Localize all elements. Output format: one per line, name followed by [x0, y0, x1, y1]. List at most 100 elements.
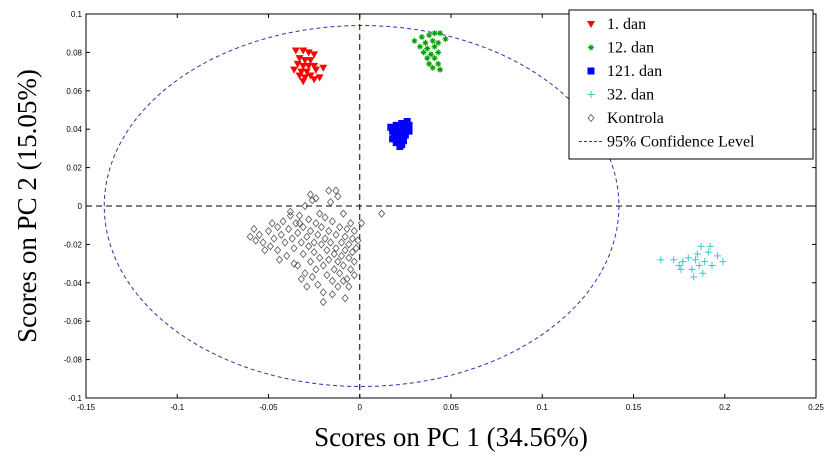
- data-point: [283, 251, 291, 261]
- data-point: [301, 74, 309, 82]
- data-point: [435, 39, 442, 46]
- data-point: [350, 226, 358, 236]
- data-point: [301, 57, 309, 65]
- data-point: [312, 219, 320, 228]
- data-point: [330, 249, 338, 259]
- legend-entry: Kontrola: [587, 110, 664, 127]
- data-point: [394, 127, 402, 135]
- series-2: [387, 118, 413, 150]
- x-tick-label: 0.2: [719, 403, 731, 412]
- data-point: [416, 43, 423, 50]
- data-point: [704, 248, 712, 256]
- data-point: [286, 207, 294, 216]
- data-point: [431, 30, 438, 37]
- data-point: [299, 249, 307, 259]
- scatter-points: [246, 30, 727, 307]
- data-point: [330, 265, 338, 274]
- y-tick-label: -0.02: [64, 240, 83, 249]
- legend-label: 1. dan: [607, 16, 646, 33]
- data-point: [310, 238, 318, 247]
- data-point: [343, 274, 351, 284]
- data-point: [319, 64, 328, 72]
- data-point: [420, 49, 427, 56]
- data-point: [299, 47, 308, 55]
- confidence-ellipse: [103, 25, 620, 387]
- x-tick-label: 0.05: [443, 403, 459, 412]
- data-point: [285, 224, 293, 234]
- data-point: [304, 49, 313, 57]
- data-point: [332, 244, 340, 253]
- data-point: [692, 256, 700, 264]
- y-tick-label: -0.08: [64, 356, 83, 365]
- data-point: [684, 254, 692, 262]
- data-point: [401, 131, 409, 139]
- data-point: [310, 76, 319, 84]
- data-point: [389, 135, 397, 143]
- data-point: [679, 258, 687, 266]
- data-point: [295, 72, 304, 80]
- data-point: [693, 250, 701, 258]
- data-point: [337, 238, 346, 247]
- data-point: [657, 256, 665, 264]
- data-point: [405, 121, 413, 129]
- data-point: [424, 55, 431, 62]
- legend-marker: [587, 113, 595, 123]
- data-point: [277, 230, 285, 239]
- data-point: [437, 30, 444, 37]
- data-point: [336, 223, 344, 232]
- data-point: [308, 272, 316, 282]
- data-point: [328, 290, 336, 299]
- data-point: [304, 62, 313, 70]
- data-point: [677, 265, 685, 273]
- data-point: [348, 247, 356, 257]
- data-point: [264, 226, 273, 236]
- data-point: [325, 226, 333, 236]
- y-tick-label: 0.02: [66, 164, 82, 173]
- data-point: [319, 288, 327, 297]
- data-point: [323, 271, 331, 280]
- y-tick-label: -0.06: [64, 317, 83, 326]
- data-point: [347, 265, 355, 274]
- data-point: [701, 258, 709, 266]
- data-point: [336, 269, 344, 278]
- data-point: [339, 209, 347, 218]
- data-point: [429, 64, 436, 71]
- series-1: [411, 30, 449, 73]
- data-point: [301, 201, 309, 211]
- data-point: [427, 51, 434, 58]
- legend-label: 95% Confidence Level: [607, 134, 755, 151]
- data-point: [274, 223, 282, 232]
- data-point: [325, 255, 333, 264]
- data-point: [299, 62, 308, 70]
- data-point: [290, 66, 299, 74]
- data-point: [302, 68, 311, 76]
- data-point: [261, 246, 269, 255]
- data-point: [348, 234, 356, 243]
- data-point: [321, 234, 329, 243]
- x-axis-ticks: -0.15 -0.1 -0.05 0 0.05 0.1 0.15 0.2 0.25: [77, 14, 824, 412]
- data-point: [281, 238, 289, 247]
- data-point: [325, 186, 333, 195]
- data-point: [352, 244, 360, 253]
- data-point: [341, 294, 349, 303]
- data-point: [328, 276, 336, 285]
- data-point: [699, 269, 707, 277]
- data-point: [378, 209, 386, 218]
- data-point: [675, 262, 683, 270]
- data-point: [431, 43, 438, 50]
- y-tick-label: 0: [78, 202, 83, 211]
- data-point: [297, 238, 305, 247]
- data-point: [345, 282, 353, 291]
- data-point: [293, 60, 302, 68]
- y-tick-label: 0.1: [71, 10, 83, 19]
- data-point: [339, 261, 347, 270]
- data-point: [429, 37, 436, 44]
- x-tick-label: -0.1: [170, 403, 184, 412]
- legend-label: Kontrola: [607, 110, 664, 127]
- data-point: [314, 280, 322, 289]
- y-tick-label: 0.04: [66, 125, 82, 134]
- data-point: [345, 240, 353, 249]
- x-axis-label: Scores on PC 1 (34.56%): [314, 422, 588, 452]
- y-tick-label: 0.06: [66, 87, 82, 96]
- data-point: [345, 253, 353, 262]
